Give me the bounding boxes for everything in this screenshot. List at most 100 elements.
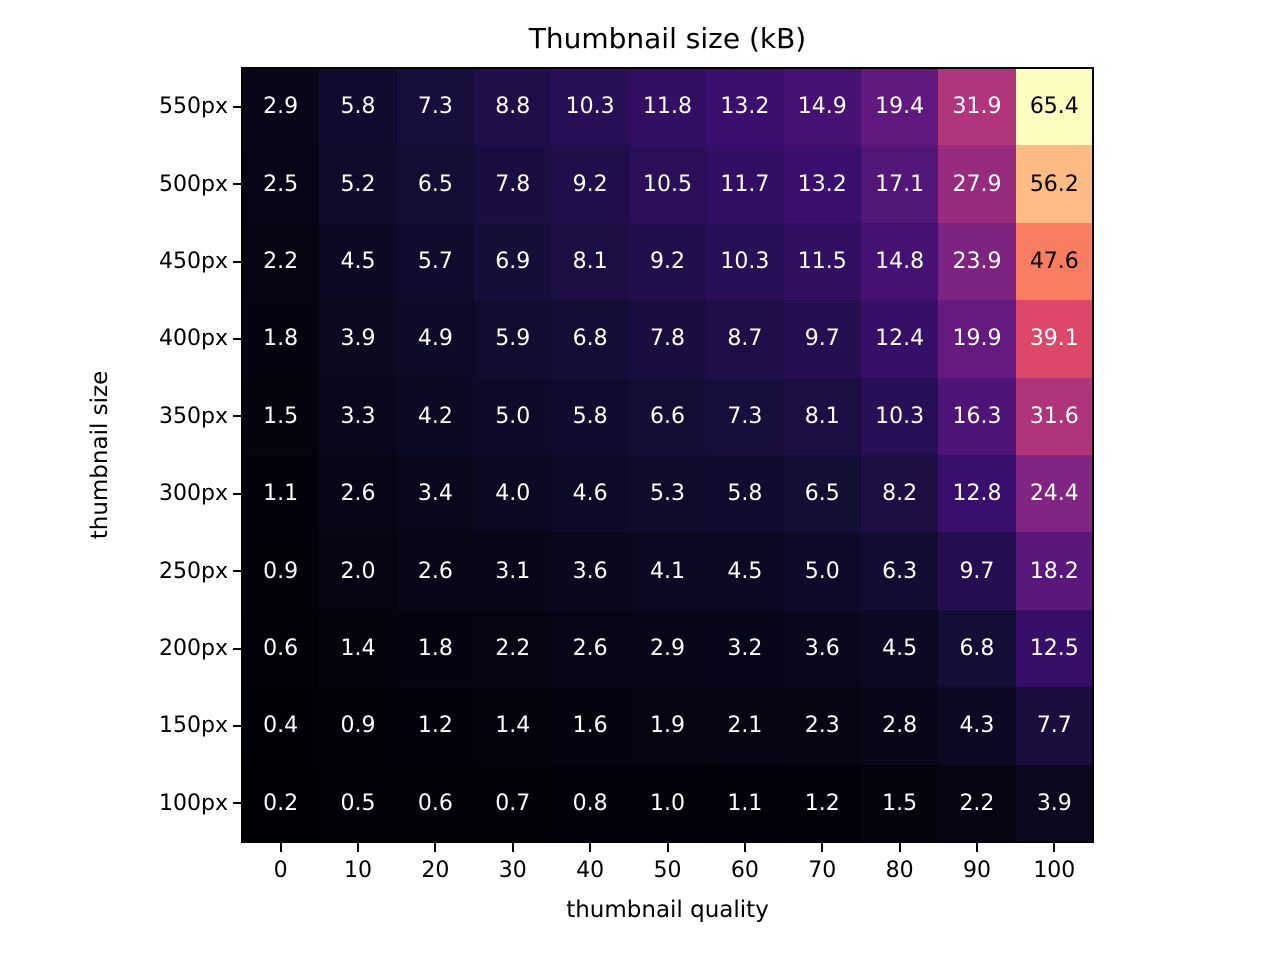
cell-value: 19.9 <box>952 326 1002 352</box>
cell-value: 3.9 <box>340 326 376 352</box>
heatmap-cell: 5.0 <box>783 532 861 610</box>
heatmap-cell: 2.9 <box>242 68 320 146</box>
cell-value: 4.5 <box>882 635 918 661</box>
x-tick-label: 90 <box>962 858 991 883</box>
cell-value: 3.9 <box>1036 790 1072 816</box>
cell-value: 0.9 <box>263 558 299 584</box>
heatmap-cell: 11.8 <box>628 68 707 146</box>
x-tick-label: 100 <box>1033 858 1076 883</box>
heatmap-cell: 3.9 <box>1015 764 1093 842</box>
x-tick-mark <box>743 843 746 852</box>
x-tick-mark <box>511 843 514 852</box>
x-tick-mark <box>589 843 592 852</box>
heatmap-cell: 4.1 <box>628 532 707 610</box>
heatmap-cell: 6.3 <box>860 532 939 610</box>
heatmap-cell: 5.8 <box>551 377 629 455</box>
heatmap-cell: 65.4 <box>1015 68 1093 146</box>
cell-value: 9.7 <box>959 558 995 584</box>
cell-value: 12.5 <box>1029 635 1079 661</box>
heatmap-cell: 56.2 <box>1015 145 1093 223</box>
heatmap-cell: 23.9 <box>938 222 1016 301</box>
heatmap-cell: 8.7 <box>706 300 784 378</box>
heatmap-cell: 31.6 <box>1015 377 1093 455</box>
heatmap-cell: 6.5 <box>783 455 861 533</box>
heatmap-cell: 7.3 <box>396 68 475 146</box>
heatmap-cell: 1.4 <box>319 609 397 688</box>
x-tick-mark <box>821 843 824 852</box>
heatmap-cell: 10.3 <box>551 68 629 146</box>
heatmap-cell: 3.2 <box>706 609 784 688</box>
heatmap-cell: 2.0 <box>319 532 397 610</box>
cell-value: 1.1 <box>263 481 299 507</box>
cell-value: 2.6 <box>340 481 376 507</box>
cell-value: 2.2 <box>495 635 531 661</box>
cell-value: 8.2 <box>882 481 918 507</box>
x-tick-label: 10 <box>344 858 373 883</box>
heatmap-cell: 12.5 <box>1015 609 1093 688</box>
heatmap-cell: 2.6 <box>319 455 397 533</box>
heatmap-cell: 1.6 <box>551 687 629 765</box>
x-tick-mark <box>975 843 978 852</box>
cell-value: 2.6 <box>417 558 453 584</box>
y-tick-mark <box>233 260 242 263</box>
cell-value: 2.9 <box>263 94 299 120</box>
heatmap-cell: 3.4 <box>396 455 475 533</box>
cell-value: 1.9 <box>649 713 685 739</box>
y-tick-mark <box>233 647 242 650</box>
heatmap-cell: 10.3 <box>860 377 939 455</box>
heatmap-cell: 24.4 <box>1015 455 1093 533</box>
cell-value: 6.9 <box>495 248 531 274</box>
cell-value: 7.7 <box>1036 713 1072 739</box>
heatmap-cell: 1.5 <box>242 377 320 455</box>
heatmap-cell: 3.6 <box>551 532 629 610</box>
heatmap-cell: 5.0 <box>474 377 552 455</box>
heatmap-cell: 7.8 <box>474 145 552 223</box>
cell-value: 6.5 <box>804 481 840 507</box>
heatmap-cell: 6.6 <box>628 377 707 455</box>
heatmap-cell: 3.9 <box>319 300 397 378</box>
heatmap-cell: 5.8 <box>319 68 397 146</box>
cell-value: 0.5 <box>340 790 376 816</box>
cell-value: 11.5 <box>797 248 847 274</box>
y-axis-label: thumbnail size <box>87 370 113 540</box>
heatmap-cell: 0.8 <box>551 764 629 842</box>
cell-value: 65.4 <box>1029 94 1079 120</box>
heatmap-cell: 1.4 <box>474 687 552 765</box>
heatmap-cell: 11.7 <box>706 145 784 223</box>
heatmap-cell: 0.6 <box>242 609 320 688</box>
heatmap-grid: 2.9 5.8 7.3 8.8 10.3 11.8 13.2 14.9 19.4 31.9 65.4… <box>242 68 1093 842</box>
cell-value: 1.2 <box>804 790 840 816</box>
cell-value: 31.6 <box>1029 403 1079 429</box>
cell-value: 56.2 <box>1029 171 1079 197</box>
cell-value: 2.1 <box>727 713 763 739</box>
cell-value: 11.7 <box>720 171 770 197</box>
cell-value: 2.0 <box>340 558 376 584</box>
cell-value: 8.1 <box>804 403 840 429</box>
x-tick-label: 0 <box>273 858 288 883</box>
cell-value: 5.2 <box>340 171 376 197</box>
x-tick-mark <box>279 843 282 852</box>
cell-value: 0.6 <box>263 635 299 661</box>
heatmap-cell: 2.8 <box>860 687 939 765</box>
heatmap-cell: 5.2 <box>319 145 397 223</box>
cell-value: 1.0 <box>649 790 685 816</box>
cell-value: 9.7 <box>804 326 840 352</box>
cell-value: 2.8 <box>882 713 918 739</box>
heatmap-cell: 3.3 <box>319 377 397 455</box>
heatmap-cell: 16.3 <box>938 377 1016 455</box>
heatmap-cell: 31.9 <box>938 68 1016 146</box>
x-tick-label: 60 <box>730 858 759 883</box>
cell-value: 11.8 <box>643 94 692 120</box>
y-tick-mark <box>233 724 242 727</box>
cell-value: 0.7 <box>495 790 531 816</box>
cell-value: 6.6 <box>649 403 685 429</box>
heatmap-cell: 2.2 <box>938 764 1016 842</box>
heatmap-cell: 6.5 <box>396 145 475 223</box>
heatmap-cell: 6.8 <box>551 300 629 378</box>
heatmap-cell: 8.2 <box>860 455 939 533</box>
heatmap-cell: 11.5 <box>783 222 861 301</box>
cell-value: 6.8 <box>959 635 995 661</box>
heatmap-cell: 1.1 <box>242 455 320 533</box>
cell-value: 0.2 <box>263 790 299 816</box>
cell-value: 4.2 <box>417 403 453 429</box>
